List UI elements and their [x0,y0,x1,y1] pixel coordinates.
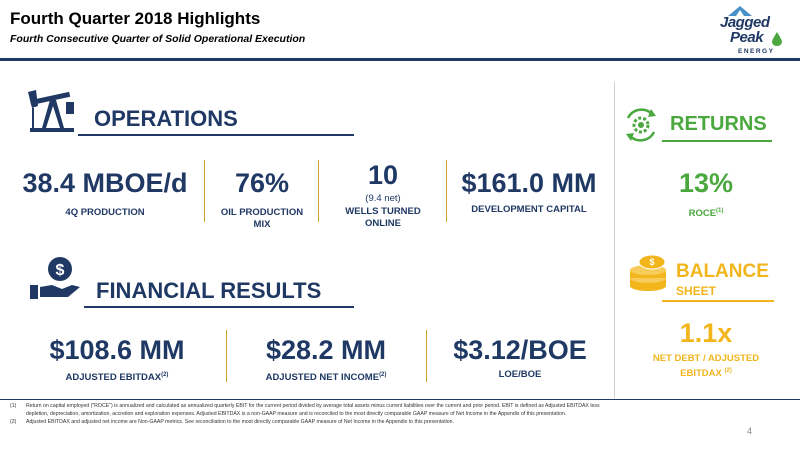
logo-text-line3: ENERGY [738,48,775,55]
footer-divider [0,399,800,400]
wells-value: 10 [367,160,399,190]
gear-cycle-icon [626,108,656,142]
header-divider [0,58,800,61]
loe-value: $3.12/BOE [453,335,587,365]
logo-text-line1: Jagged [720,14,770,31]
fin-divider-1 [226,330,227,382]
ops-divider-3 [446,160,447,222]
balance-underline [662,300,774,302]
financial-underline [84,306,354,308]
page-subtitle: Fourth Consecutive Quarter of Solid Oper… [10,33,306,45]
ops-divider-2 [318,160,319,222]
roce-label: ROCE(1) [688,208,724,220]
dollar-hand-icon: $ [30,257,80,299]
dev-capital-label: DEVELOPMENT CAPITAL [471,204,587,215]
loe-label: LOE/BOE [498,369,542,380]
footnote-1-number: (1) [10,403,17,409]
returns-title: RETURNS [670,113,767,135]
logo-text-line2: Peak [730,29,764,46]
leverage-label-line2: EBITDAX (2) [680,368,732,380]
ebitdax-value: $108.6 MM [49,335,185,365]
page-number: 4 [746,426,752,436]
right-column-divider [614,82,615,398]
ops-divider-1 [204,160,205,222]
roce-value: 13% [678,168,734,198]
ebitdax-label: ADJUSTED EBITDAX(2) [65,372,169,384]
fin-divider-2 [426,330,427,382]
net-income-value: $28.2 MM [265,335,387,365]
net-income-label: ADJUSTED NET INCOME(2) [265,372,387,384]
footnote-2-number: (2) [10,419,17,425]
coin-stack-icon: $ [630,254,666,291]
drop-icon [772,32,782,46]
balance-title-line1: BALANCE [676,261,769,282]
returns-underline [662,140,772,142]
footnote-1-text: Return on capital employed ("ROCE") is a… [26,403,600,417]
operations-underline [78,134,354,136]
production-label: 4Q PRODUCTION [65,207,145,218]
leverage-label-line1: NET DEBT / ADJUSTED [652,353,760,364]
oil-mix-value: 76% [234,168,290,198]
wells-net-note: (9.4 net) [365,193,401,204]
leverage-value: 1.1x [679,318,733,348]
svg-text:$: $ [649,257,654,267]
operations-title: OPERATIONS [94,106,238,131]
wells-label: WELLS TURNED ONLINE [345,206,421,229]
dev-capital-value: $161.0 MM [461,168,597,198]
footnote-2-text: Adjusted EBITDAX and adjusted net income… [26,419,454,425]
pumpjack-icon [28,90,74,132]
page-title: Fourth Quarter 2018 Highlights [10,9,261,28]
financial-title: FINANCIAL RESULTS [96,278,322,303]
svg-text:$: $ [56,262,65,279]
oil-mix-label: OIL PRODUCTION MIX [220,207,304,230]
balance-title-line2: SHEET [676,284,717,298]
company-logo: Jagged Peak ENERGY [706,4,788,62]
production-value: 38.4 MBOE/d [22,168,188,198]
mountain-logo-icon [728,6,752,16]
